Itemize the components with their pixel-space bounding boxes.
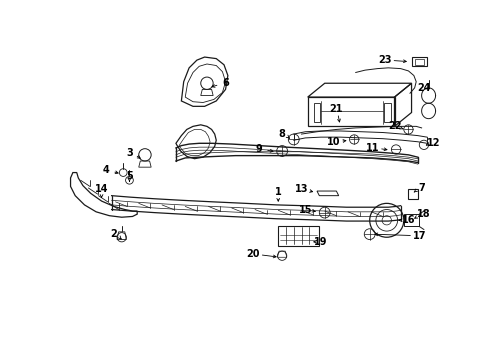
Text: 21: 21 — [330, 104, 343, 114]
Text: 12: 12 — [426, 138, 440, 148]
Text: 14: 14 — [95, 184, 108, 194]
Text: 18: 18 — [417, 209, 431, 219]
Text: 22: 22 — [388, 121, 401, 131]
Text: 20: 20 — [246, 249, 260, 259]
Text: 11: 11 — [366, 143, 380, 153]
Text: 17: 17 — [413, 231, 426, 241]
Text: 2: 2 — [111, 229, 117, 239]
Text: 3: 3 — [126, 148, 133, 158]
Text: 23: 23 — [378, 55, 392, 65]
Text: 15: 15 — [299, 204, 313, 215]
Text: 9: 9 — [255, 144, 262, 154]
Text: 19: 19 — [314, 237, 328, 247]
Text: 24: 24 — [417, 83, 431, 93]
Text: 1: 1 — [275, 187, 282, 197]
Text: 5: 5 — [126, 171, 133, 181]
Text: 7: 7 — [418, 183, 425, 193]
Text: 6: 6 — [222, 78, 229, 88]
Text: 13: 13 — [295, 184, 308, 194]
Text: 8: 8 — [279, 129, 286, 139]
Text: 4: 4 — [103, 165, 110, 175]
Text: 16: 16 — [402, 215, 415, 225]
Text: 10: 10 — [327, 137, 341, 147]
